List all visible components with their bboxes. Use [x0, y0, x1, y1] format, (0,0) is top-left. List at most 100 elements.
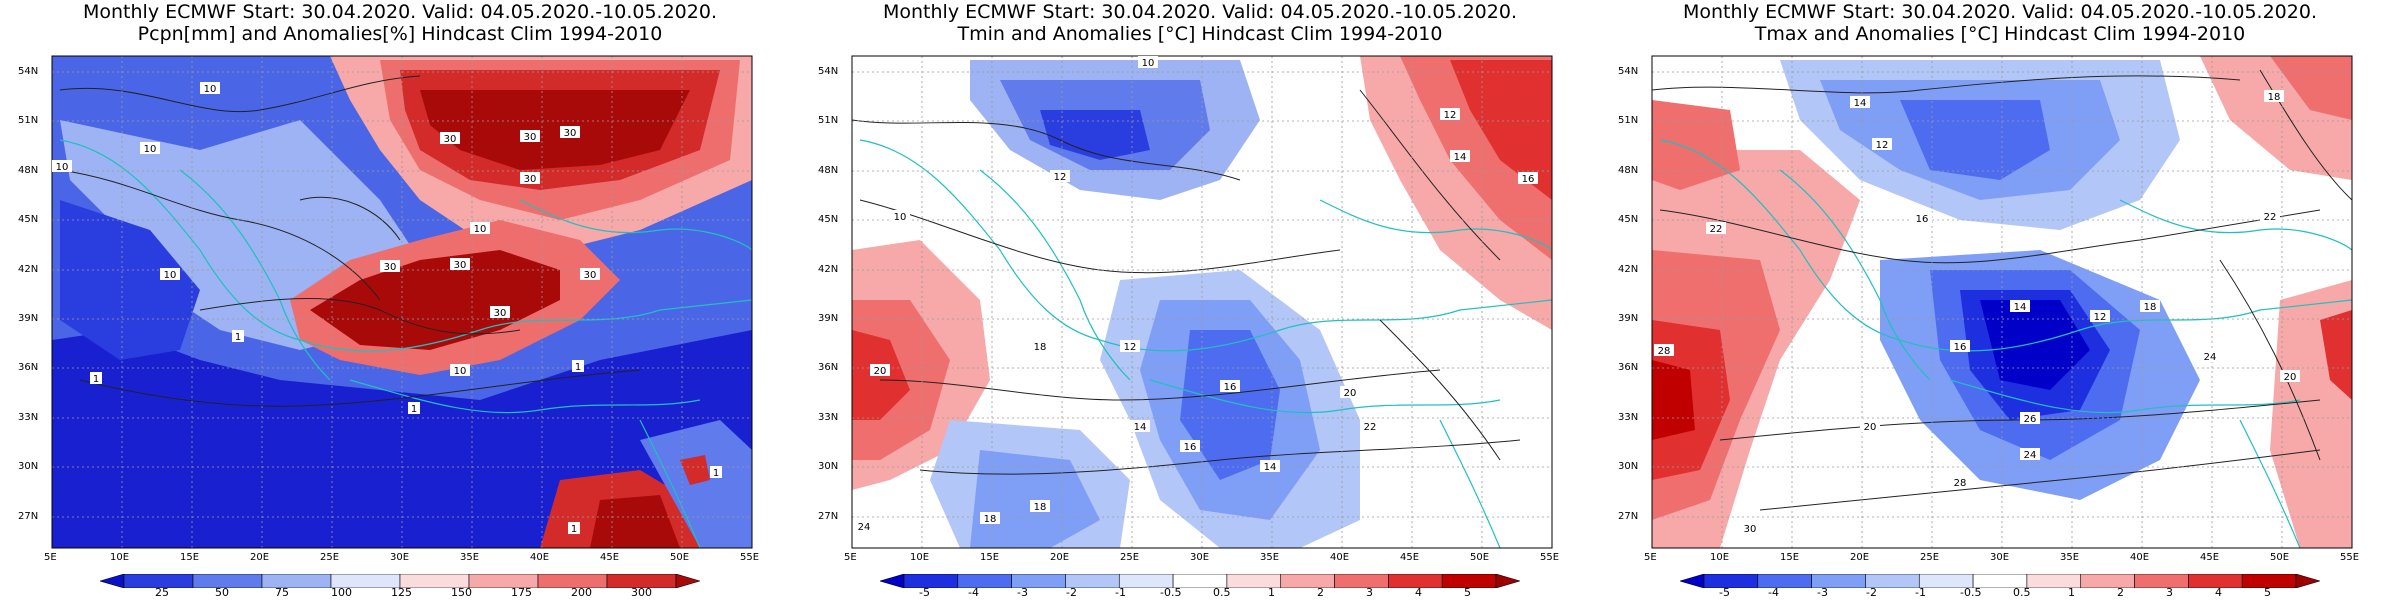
lat-label: 36N	[18, 362, 39, 373]
colorbar-label: 0.5	[2013, 586, 2031, 599]
colorbar-label: -1	[1915, 586, 1926, 599]
lon-label: 35E	[1260, 552, 1280, 563]
colorbar-swatch	[261, 574, 332, 588]
colorbar-label: 200	[571, 586, 592, 599]
lat-label: 48N	[818, 165, 839, 176]
colorbar-label: 4	[1415, 586, 1422, 599]
colorbar-label: 5	[1464, 586, 1471, 599]
contour-label: 16	[1954, 342, 1967, 353]
colorbar	[100, 574, 700, 588]
contour-label: 10	[164, 270, 177, 281]
contour-label: 30	[454, 260, 467, 271]
lat-label: 54N	[18, 66, 39, 77]
colorbar-swatch	[2080, 574, 2135, 588]
lat-label: 27N	[1618, 511, 1639, 522]
contour-label: 10	[894, 212, 907, 223]
lon-label: 25E	[1120, 552, 1140, 563]
lat-label: 45N	[18, 214, 39, 225]
contour-label: 30	[564, 128, 577, 139]
colorbar-label: -4	[1768, 586, 1779, 599]
contour-label: 20	[2284, 372, 2297, 383]
contour-labels: 10 10 10 10 10 30 30 30 30 30 30 30 30 1…	[52, 82, 722, 535]
colorbar-label: 125	[391, 586, 412, 599]
lat-label: 27N	[18, 511, 39, 522]
colorbar-label: -3	[1017, 586, 1028, 599]
lon-label: 25E	[320, 552, 340, 563]
panel-title-line1: Monthly ECMWF Start: 30.04.2020. Valid: …	[1683, 1, 2317, 23]
colorbar-label: -2	[1066, 586, 1077, 599]
contour-label: 1	[571, 524, 577, 535]
lon-label: 5E	[44, 552, 57, 563]
colorbar-label: 3	[2166, 586, 2173, 599]
lon-label: 35E	[460, 552, 480, 563]
contour-label: 16	[1522, 174, 1535, 185]
contour-label: 22	[1710, 224, 1723, 235]
panel-title-line2: Pcpn[mm] and Anomalies[%] Hindcast Clim …	[137, 23, 663, 45]
lat-label: 51N	[818, 115, 839, 126]
lat-label: 30N	[18, 461, 39, 472]
lon-label: 50E	[670, 552, 690, 563]
lat-label: 27N	[818, 511, 839, 522]
contour-label: 10	[204, 84, 217, 95]
lon-label: 30E	[1990, 552, 2010, 563]
colorbar-label: -2	[1866, 586, 1877, 599]
colorbar-label: 50	[215, 586, 229, 599]
panel-tmax: Monthly ECMWF Start: 30.04.2020. Valid: …	[1600, 0, 2400, 600]
colorbar-label: 175	[511, 586, 532, 599]
colorbar-label: 100	[331, 586, 352, 599]
lat-label: 30N	[818, 461, 839, 472]
colorbar-label: -4	[968, 586, 979, 599]
colorbar-label: -1	[1115, 586, 1126, 599]
colorbar-swatch	[1280, 574, 1335, 588]
contour-label: 20	[1344, 388, 1357, 399]
lon-label: 45E	[2200, 552, 2220, 563]
lon-label: 30E	[390, 552, 410, 563]
contour-label: 10	[474, 224, 487, 235]
contour-label: 16	[1184, 442, 1197, 453]
colorbar-max-arrow	[675, 574, 700, 588]
contour-label: 12	[1876, 140, 1889, 151]
lat-label: 39N	[1618, 313, 1639, 324]
contour-label: 1	[575, 362, 581, 373]
colorbar-swatch	[957, 574, 1012, 588]
lon-label: 20E	[1050, 552, 1070, 563]
lat-label: 54N	[1618, 66, 1639, 77]
lon-label: 55E	[2340, 552, 2360, 563]
contour-label: 12	[1054, 172, 1067, 183]
lon-label: 10E	[1710, 552, 1730, 563]
lat-label: 36N	[1618, 362, 1639, 373]
contour-label: 14	[2014, 302, 2027, 313]
colorbar-label: 25	[155, 586, 169, 599]
lat-label: 33N	[18, 412, 39, 423]
colorbar-label: 2	[2117, 586, 2124, 599]
contour-label: 1	[411, 404, 417, 415]
lat-label: 42N	[818, 264, 839, 275]
contour-label: 30	[524, 132, 537, 143]
lon-label: 20E	[250, 552, 270, 563]
contour-label: 10	[56, 162, 69, 173]
contour-label: 30	[444, 134, 457, 145]
contour-label: 18	[2144, 302, 2157, 313]
contour-label: 30	[494, 308, 507, 319]
lat-label: 48N	[1618, 165, 1639, 176]
lon-label: 45E	[600, 552, 620, 563]
contour-label: 18	[984, 514, 997, 525]
lat-label: 39N	[18, 313, 39, 324]
colorbar-label: 0.5	[1213, 586, 1231, 599]
contour-label: 16	[1916, 214, 1929, 225]
contour-label: 12	[2094, 312, 2107, 323]
lon-label: 40E	[1330, 552, 1350, 563]
lon-label: 30E	[1190, 552, 1210, 563]
lat-label: 45N	[1618, 214, 1639, 225]
lon-label: 15E	[980, 552, 1000, 563]
lon-label: 40E	[530, 552, 550, 563]
lat-label: 42N	[18, 264, 39, 275]
colorbar-label: -3	[1817, 586, 1828, 599]
lat-label: 39N	[818, 313, 839, 324]
contour-label: 14	[1854, 98, 1867, 109]
lon-label: 50E	[1470, 552, 1490, 563]
contour-label: 14	[1134, 422, 1147, 433]
lon-label: 55E	[740, 552, 760, 563]
tmin-map: 10 12 14 16 18 24 14 16 12 10 18 20 22 2…	[851, 55, 1553, 549]
lon-label: 5E	[844, 552, 857, 563]
